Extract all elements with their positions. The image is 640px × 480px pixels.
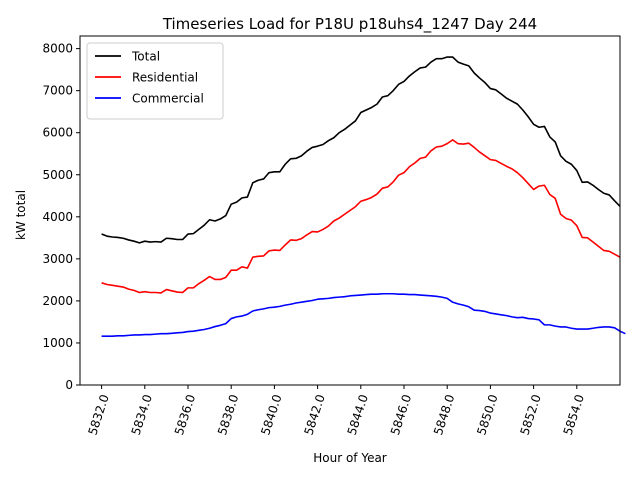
x-tick-label: 5850.0 [474,393,500,437]
legend-label-residential: Residential [132,71,198,85]
y-tick-label: 4000 [42,210,73,224]
x-tick-label: 5836.0 [172,393,198,437]
x-axis-ticks: 5832.0 5834.0 5836.0 5838.0 5840.0 5842.0 5844… [85,385,587,437]
y-tick-label: 5000 [42,168,73,182]
y-tick-label: 7000 [42,84,73,98]
x-tick-label: 5840.0 [258,393,284,437]
x-tick-label: 5848.0 [431,393,457,437]
x-tick-label: 5832.0 [85,393,111,437]
legend-box [86,42,224,120]
legend-label-commercial: Commercial [132,92,204,106]
y-axis-ticks: 0 1000 2000 3000 4000 5000 6000 7000 8000 [42,42,80,392]
legend: Total Residential Commercial [86,42,224,120]
x-tick-label: 5844.0 [345,393,371,437]
y-tick-label: 8000 [42,42,73,56]
y-tick-label: 1000 [42,336,73,350]
y-tick-label: 6000 [42,126,73,140]
y-tick-label: 2000 [42,294,73,308]
x-tick-label: 5842.0 [301,393,327,437]
series-line-total [101,56,621,244]
series-line-residential [101,139,621,294]
x-tick-label: 5838.0 [215,393,241,437]
y-axis-label: kW total [14,190,28,240]
series-line-commercial [101,292,626,338]
axes-frame [79,35,621,386]
legend-label-total: Total [131,50,160,64]
plot-area [101,56,626,338]
y-tick-label: 0 [65,378,73,392]
x-tick-label: 5854.0 [561,393,587,437]
x-tick-label: 5852.0 [517,393,543,437]
y-tick-label: 3000 [42,252,73,266]
chart-title: Timeseries Load for P18U p18uhs4_1247 Da… [162,15,537,34]
x-tick-label: 5846.0 [388,393,414,437]
x-axis-label: Hour of Year [313,451,387,465]
x-tick-label: 5834.0 [129,393,155,437]
